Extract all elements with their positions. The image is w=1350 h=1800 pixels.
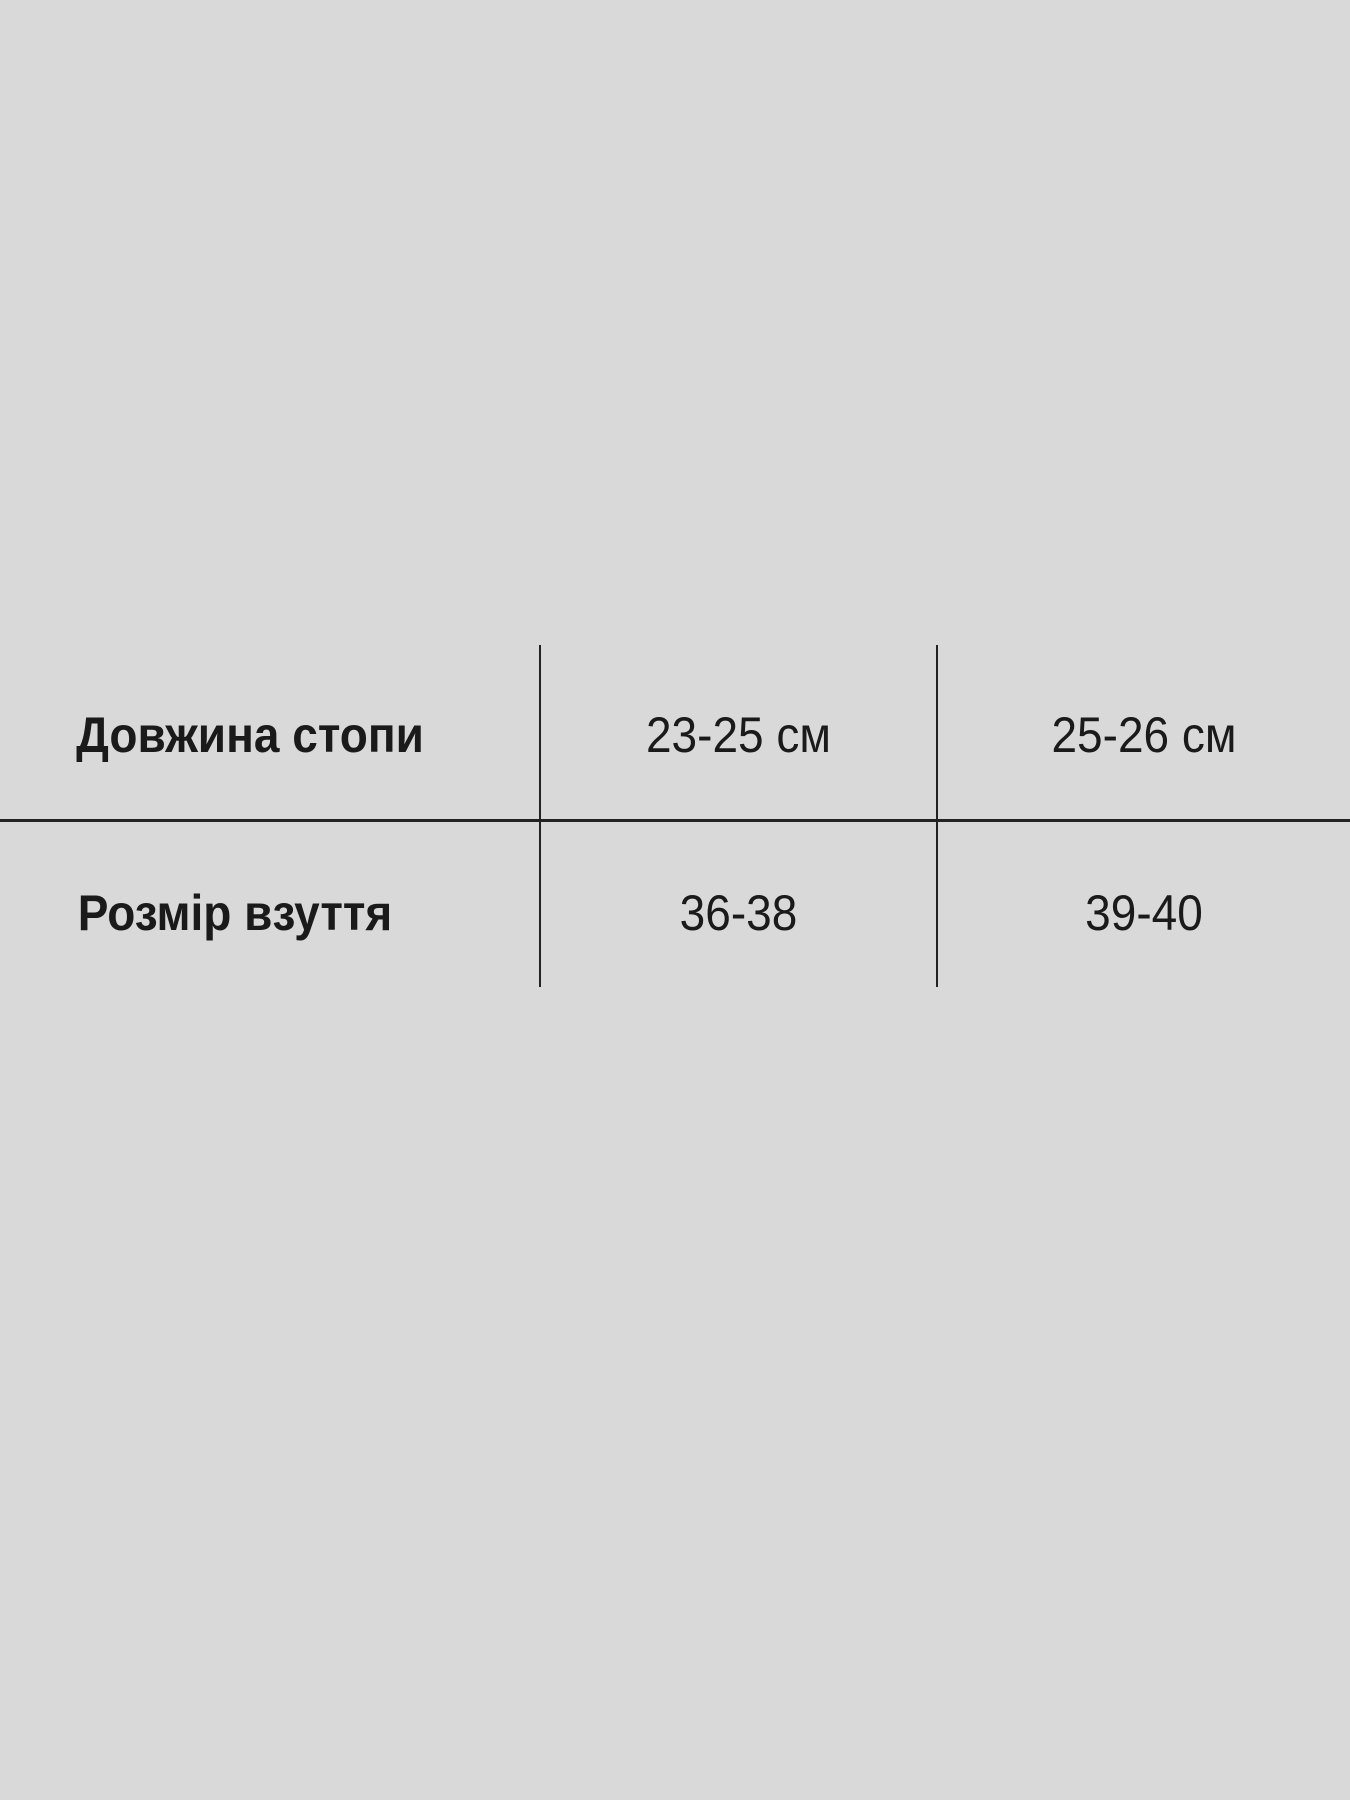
cell-shoe-size-1: 36-38 <box>679 885 798 941</box>
row-label-foot-length: Довжина стопи <box>76 707 424 763</box>
cell-shoe-size-2: 39-40 <box>1085 885 1203 941</box>
row-label-shoe-size: Розмір взуття <box>77 885 393 941</box>
row-divider <box>0 819 1350 822</box>
column-divider <box>539 645 541 987</box>
cell-foot-length-1: 23-25 см <box>645 707 832 763</box>
cell-foot-length-2: 25-26 см <box>1051 707 1237 763</box>
column-divider <box>936 645 938 987</box>
